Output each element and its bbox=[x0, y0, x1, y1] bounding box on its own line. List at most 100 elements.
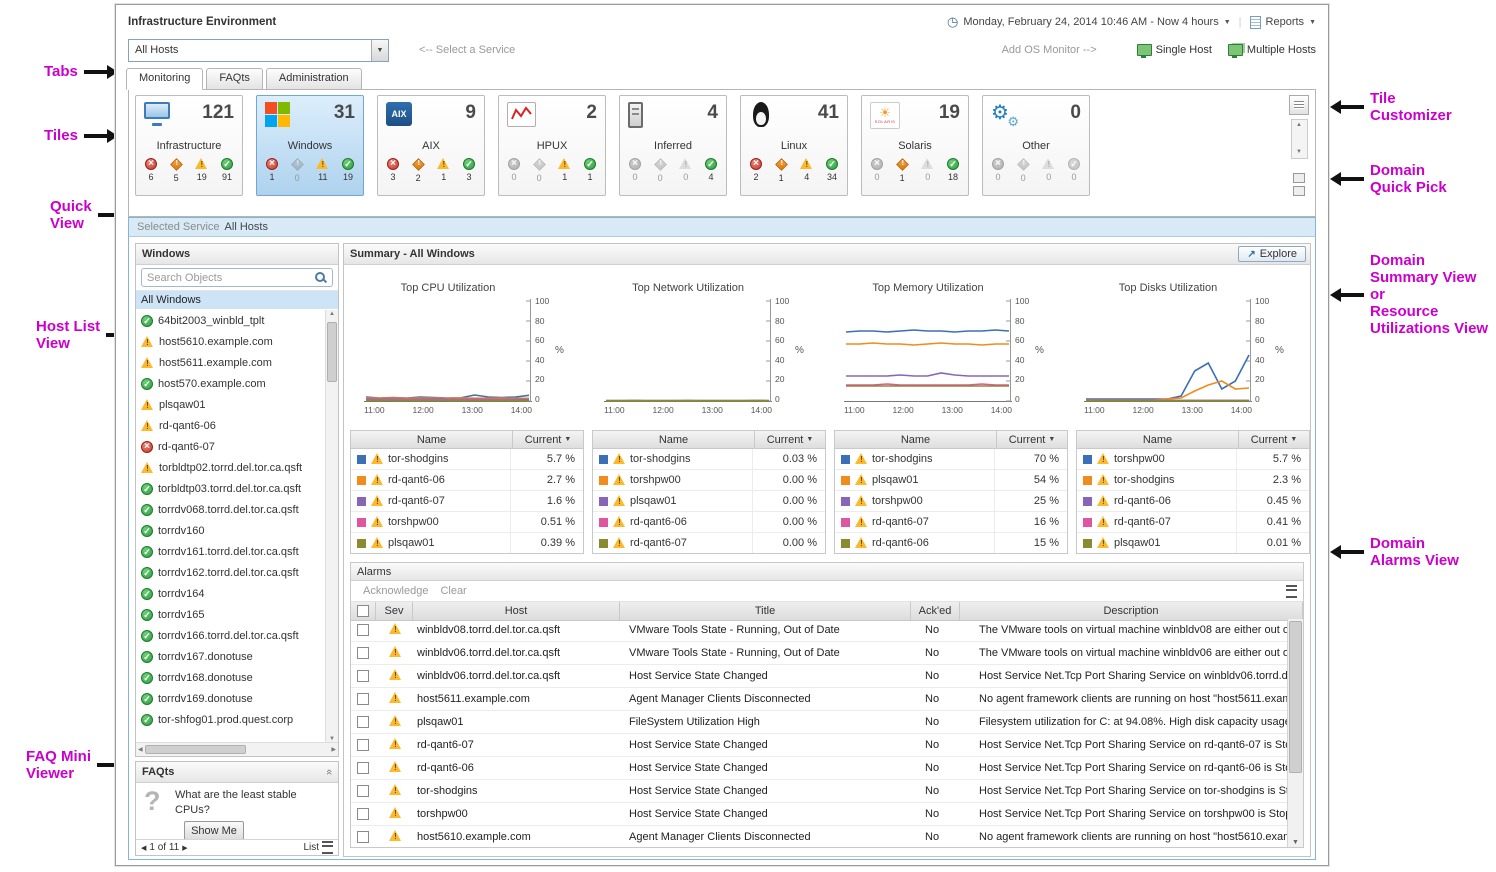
host-list-item[interactable]: plsqaw01 bbox=[136, 394, 326, 415]
column-header-current[interactable]: Current ▼ bbox=[755, 431, 825, 448]
pager-next-icon[interactable]: ▶ bbox=[182, 844, 188, 852]
alarm-row[interactable]: plsqaw01 FileSystem Utilization High No Fil… bbox=[351, 711, 1288, 734]
alarm-checkbox[interactable] bbox=[357, 785, 369, 797]
scrollbar-thumb[interactable] bbox=[1289, 621, 1302, 773]
host-list-item[interactable]: tor-shfog01.prod.quest.corp bbox=[136, 709, 326, 730]
scroll-right-icon[interactable]: ▶ bbox=[331, 747, 336, 753]
host-list-item[interactable]: torrdv168.donotuse bbox=[136, 667, 326, 688]
column-header-name[interactable]: Name bbox=[351, 431, 513, 448]
metric-row[interactable]: plsqaw01 0.01 % bbox=[1077, 533, 1309, 553]
metric-row[interactable]: torshpw00 25 % bbox=[835, 491, 1067, 512]
host-list-vertical-scrollbar[interactable]: ▲ ▼ bbox=[325, 310, 338, 743]
metric-row[interactable]: tor-shodgins 0.03 % bbox=[593, 449, 825, 470]
column-header-name[interactable]: Name bbox=[835, 431, 997, 448]
metric-row[interactable]: rd-qant6-07 1.6 % bbox=[351, 491, 583, 512]
column-header-host[interactable]: Host bbox=[413, 602, 620, 620]
search-icon[interactable] bbox=[314, 271, 327, 284]
alarm-checkbox[interactable] bbox=[357, 647, 369, 659]
alarm-row[interactable]: winbldv06.torrd.del.tor.ca.qsft VMware To… bbox=[351, 642, 1288, 665]
alarm-row[interactable]: host5611.example.com Agent Manager Client… bbox=[351, 688, 1288, 711]
chevron-down-icon[interactable]: ▼ bbox=[1223, 18, 1231, 26]
column-header-name[interactable]: Name bbox=[1077, 431, 1239, 448]
chevron-down-icon[interactable]: ▼ bbox=[371, 39, 388, 61]
host-list-item[interactable]: host5611.example.com bbox=[136, 352, 326, 373]
alarm-row[interactable]: winbldv08.torrd.del.tor.ca.qsft VMware To… bbox=[351, 619, 1288, 642]
alarm-checkbox[interactable] bbox=[357, 624, 369, 636]
column-header-current[interactable]: Current ▼ bbox=[997, 431, 1067, 448]
explore-button[interactable]: ↗ Explore bbox=[1238, 246, 1306, 262]
host-list-item[interactable]: torrdv160 bbox=[136, 520, 326, 541]
tile-view-option-icon[interactable] bbox=[1293, 186, 1305, 196]
host-list-item[interactable]: rd-qant6-07 bbox=[136, 436, 326, 457]
scrollbar-track[interactable] bbox=[144, 745, 330, 754]
alarm-row[interactable]: torshpw00 Host Service State Changed No Hos… bbox=[351, 803, 1288, 826]
tile-linux[interactable]: 41 Linux 2 1 4 34 bbox=[740, 95, 848, 196]
column-header-current[interactable]: Current ▼ bbox=[513, 431, 583, 448]
metric-row[interactable]: plsqaw01 0.39 % bbox=[351, 533, 583, 553]
scrollbar-thumb[interactable] bbox=[144, 745, 247, 754]
host-list-item[interactable]: torrdv068.torrd.del.tor.ca.qsft bbox=[136, 499, 326, 520]
metric-row[interactable]: rd-qant6-07 16 % bbox=[835, 512, 1067, 533]
faq-list-button[interactable]: List bbox=[303, 841, 333, 854]
tile-hpux[interactable]: 2 HPUX 0 0 1 1 bbox=[498, 95, 606, 196]
host-list-horizontal-scrollbar[interactable]: ◀ ▶ bbox=[136, 742, 338, 756]
alarm-row[interactable]: winbldv06.torrd.del.tor.ca.qsft Host Serv… bbox=[351, 665, 1288, 688]
tile-customizer-menu-button[interactable] bbox=[1289, 95, 1309, 115]
host-list-item[interactable]: torbldtp02.torrd.del.tor.ca.qsft bbox=[136, 457, 326, 478]
host-list-item[interactable]: torrdv162.torrd.del.tor.ca.qsft bbox=[136, 562, 326, 583]
search-input[interactable]: Search Objects bbox=[141, 268, 333, 287]
alarm-checkbox[interactable] bbox=[357, 808, 369, 820]
metric-row[interactable]: torshpw00 5.7 % bbox=[1077, 449, 1309, 470]
metric-row[interactable]: rd-qant6-07 0.41 % bbox=[1077, 512, 1309, 533]
alarm-checkbox[interactable] bbox=[357, 716, 369, 728]
metric-row[interactable]: rd-qant6-06 2.7 % bbox=[351, 470, 583, 491]
metric-row[interactable]: rd-qant6-06 0.00 % bbox=[593, 512, 825, 533]
host-list-item[interactable]: torrdv165 bbox=[136, 604, 326, 625]
alarms-vertical-scrollbar[interactable]: ▼ bbox=[1287, 619, 1303, 847]
column-header-name[interactable]: Name bbox=[593, 431, 755, 448]
clear-button[interactable]: Clear bbox=[440, 585, 467, 597]
tab-monitoring[interactable]: Monitoring bbox=[126, 68, 204, 90]
service-select[interactable]: All Hosts ▼ bbox=[128, 38, 389, 62]
alarm-checkbox[interactable] bbox=[357, 693, 369, 705]
pager-prev-icon[interactable]: ◀ bbox=[141, 844, 147, 852]
scroll-up-icon[interactable]: ▲ bbox=[1296, 122, 1302, 128]
alarm-checkbox[interactable] bbox=[357, 670, 369, 682]
metric-row[interactable]: rd-qant6-07 0.00 % bbox=[593, 533, 825, 553]
metric-row[interactable]: tor-shodgins 5.7 % bbox=[351, 449, 583, 470]
tile-inferred[interactable]: 4 Inferred 0 0 0 4 bbox=[619, 95, 727, 196]
metric-row[interactable]: rd-qant6-06 15 % bbox=[835, 533, 1067, 553]
column-header-title[interactable]: Title bbox=[620, 602, 911, 620]
acknowledge-button[interactable]: Acknowledge bbox=[363, 585, 429, 597]
menu-icon[interactable] bbox=[1286, 585, 1297, 601]
chevron-down-icon[interactable]: ▼ bbox=[1309, 18, 1316, 26]
host-list-item[interactable]: host570.example.com bbox=[136, 373, 326, 394]
tile-aix[interactable]: AIX 9 AIX 3 2 1 3 bbox=[377, 95, 485, 196]
alarm-checkbox[interactable] bbox=[357, 831, 369, 843]
show-me-button[interactable]: Show Me bbox=[184, 821, 244, 840]
host-list-item[interactable]: rd-qant6-06 bbox=[136, 415, 326, 436]
alarm-checkbox[interactable] bbox=[357, 762, 369, 774]
collapse-icon[interactable]: « bbox=[322, 768, 335, 776]
time-range[interactable]: Monday, February 24, 2014 10:46 AM - Now… bbox=[963, 16, 1219, 28]
alarm-row[interactable]: tor-shodgins Host Service State Changed No… bbox=[351, 780, 1288, 803]
alarm-row[interactable]: host5610.example.com Agent Manager Client… bbox=[351, 826, 1288, 847]
column-header-description[interactable]: Description bbox=[960, 602, 1303, 620]
metric-row[interactable]: plsqaw01 0.00 % bbox=[593, 491, 825, 512]
single-host-button[interactable]: Single Host bbox=[1136, 44, 1212, 58]
scrollbar-track[interactable] bbox=[1292, 131, 1307, 147]
metric-row[interactable]: tor-shodgins 70 % bbox=[835, 449, 1067, 470]
tab-faqts[interactable]: FAQts bbox=[206, 68, 263, 90]
metric-row[interactable]: torshpw00 0.51 % bbox=[351, 512, 583, 533]
host-list-item[interactable]: torrdv164 bbox=[136, 583, 326, 604]
host-list-item[interactable]: torrdv167.donotuse bbox=[136, 646, 326, 667]
scroll-down-icon[interactable]: ▼ bbox=[1292, 839, 1299, 846]
tab-administration[interactable]: Administration bbox=[265, 68, 362, 90]
select-all-checkbox[interactable] bbox=[357, 605, 369, 617]
scroll-down-icon[interactable]: ▼ bbox=[329, 736, 335, 742]
column-header-ack-ed[interactable]: Ack'ed bbox=[911, 602, 960, 620]
reports-menu[interactable]: Reports bbox=[1265, 16, 1305, 28]
scroll-up-icon[interactable]: ▲ bbox=[329, 311, 335, 317]
all-windows-item[interactable]: All Windows bbox=[136, 291, 338, 309]
metric-row[interactable]: rd-qant6-06 0.45 % bbox=[1077, 491, 1309, 512]
